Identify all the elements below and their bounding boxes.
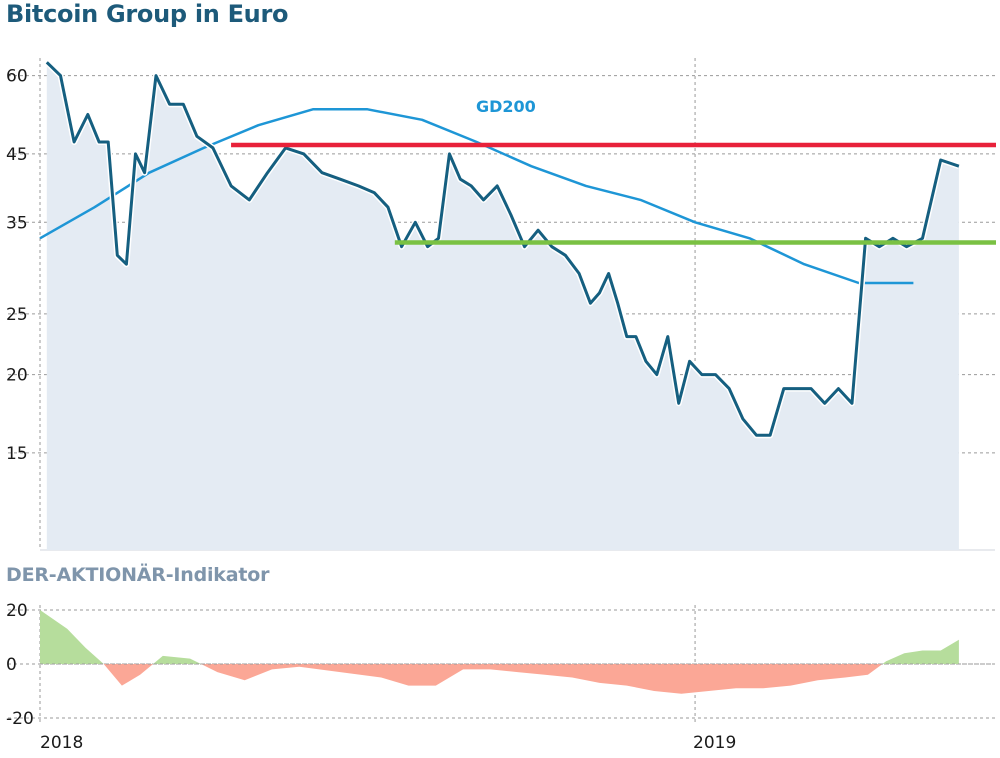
ind-y-tick-label-0: 0 bbox=[6, 655, 17, 675]
y-tick-label-60: 60 bbox=[6, 67, 28, 87]
y-tick-label-45: 45 bbox=[6, 145, 28, 165]
price-lines: GD200 bbox=[39, 60, 996, 439]
indicator-area bbox=[40, 610, 995, 694]
y-tick-label-20: 20 bbox=[6, 366, 28, 386]
chart-title: Bitcoin Group in Euro bbox=[6, 0, 289, 28]
ind-y-tick-label--20: -20 bbox=[6, 709, 34, 729]
indicator-title: DER-AKTIONÄR-Indikator bbox=[6, 564, 270, 586]
y-tick-label-15: 15 bbox=[6, 444, 28, 464]
x-tick-label-2019: 2019 bbox=[693, 733, 736, 753]
gd200-label: GD200 bbox=[476, 97, 536, 116]
price-area bbox=[46, 62, 959, 551]
indicator-axis-labels: 20 0 -20 bbox=[6, 601, 34, 729]
indicator-positive-area bbox=[40, 610, 959, 664]
gd200-line bbox=[39, 108, 914, 285]
price-line bbox=[45, 61, 960, 437]
x-axis-labels: 2018 2019 bbox=[40, 733, 736, 753]
y-tick-label-35: 35 bbox=[6, 213, 28, 233]
x-tick-label-2018: 2018 bbox=[40, 733, 83, 753]
price-area-fill bbox=[46, 62, 959, 551]
indicator-negative-area bbox=[40, 664, 959, 694]
y-tick-label-25: 25 bbox=[6, 305, 28, 325]
price-axis-labels: 15 20 25 35 45 60 bbox=[6, 67, 28, 464]
ind-y-tick-label-20: 20 bbox=[6, 601, 28, 621]
